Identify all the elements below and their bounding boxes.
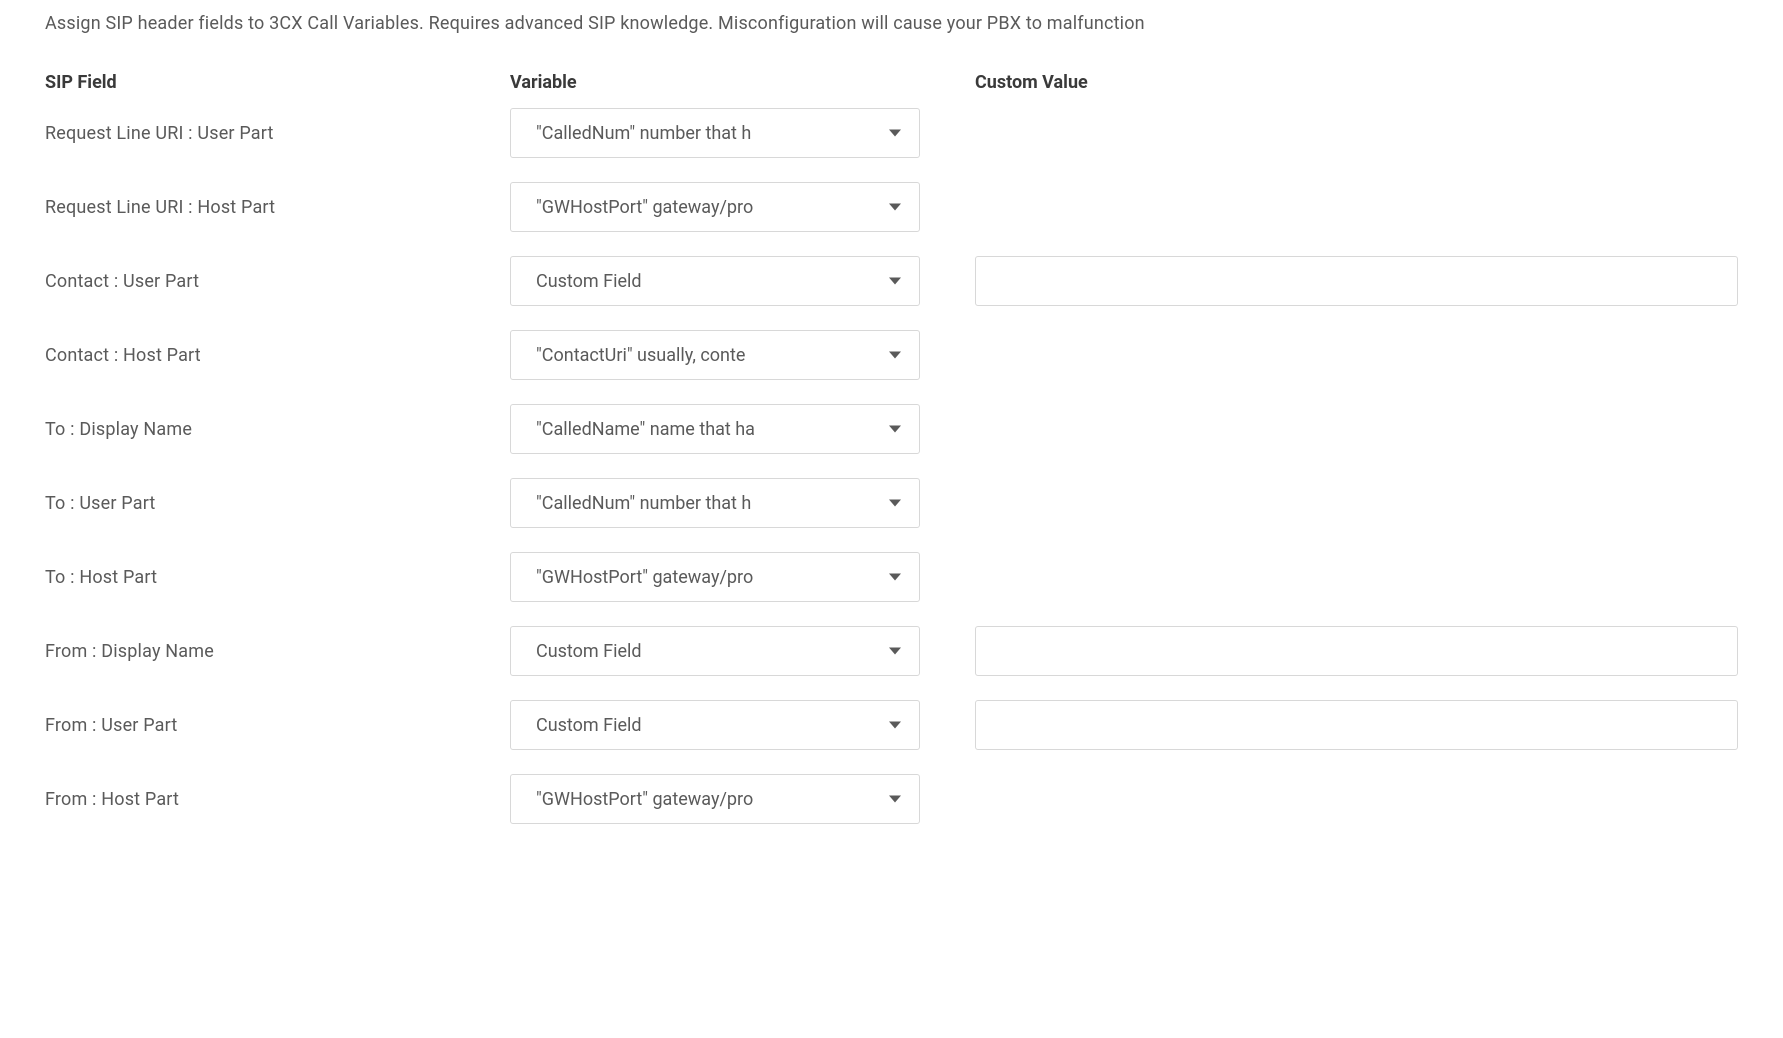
header-custom-value: Custom Value <box>975 72 1738 93</box>
chevron-down-icon <box>889 352 901 359</box>
header-sip-field: SIP Field <box>45 72 510 93</box>
variable-select-text: "CalledName" name that ha <box>536 419 874 440</box>
custom-value-empty <box>975 404 1738 454</box>
custom-value-empty <box>975 478 1738 528</box>
custom-value-wrap <box>975 626 1738 676</box>
header-variable: Variable <box>510 72 975 93</box>
variable-select-text: Custom Field <box>536 641 874 662</box>
custom-value-wrap <box>975 700 1738 750</box>
variable-select-text: "GWHostPort" gateway/pro <box>536 789 874 810</box>
custom-value-empty <box>975 182 1738 232</box>
variable-select[interactable]: "CalledName" name that ha <box>510 404 920 454</box>
custom-value-empty <box>975 330 1738 380</box>
variable-select-text: "GWHostPort" gateway/pro <box>536 197 874 218</box>
variable-select-wrap: Custom Field <box>510 626 975 676</box>
variable-select-wrap: "ContactUri" usually, conte <box>510 330 975 380</box>
chevron-down-icon <box>889 426 901 433</box>
sip-field-grid: SIP Field Variable Custom Value Request … <box>45 72 1738 848</box>
custom-value-empty <box>975 552 1738 602</box>
sip-field-label: To : Host Part <box>45 552 510 602</box>
variable-select[interactable]: Custom Field <box>510 256 920 306</box>
sip-field-label: From : User Part <box>45 700 510 750</box>
variable-select-text: "CalledNum" number that h <box>536 493 874 514</box>
variable-select-text: Custom Field <box>536 271 874 292</box>
description-text: Assign SIP header fields to 3CX Call Var… <box>45 10 1738 37</box>
sip-field-label: To : User Part <box>45 478 510 528</box>
chevron-down-icon <box>889 130 901 137</box>
variable-select[interactable]: "ContactUri" usually, conte <box>510 330 920 380</box>
sip-field-label: Request Line URI : Host Part <box>45 182 510 232</box>
sip-field-label: From : Host Part <box>45 774 510 824</box>
variable-select[interactable]: "GWHostPort" gateway/pro <box>510 182 920 232</box>
sip-field-label: From : Display Name <box>45 626 510 676</box>
variable-select-wrap: Custom Field <box>510 256 975 306</box>
variable-select-wrap: "CalledNum" number that h <box>510 108 975 158</box>
variable-select-text: "CalledNum" number that h <box>536 123 874 144</box>
variable-select-text: "GWHostPort" gateway/pro <box>536 567 874 588</box>
chevron-down-icon <box>889 574 901 581</box>
variable-select-text: "ContactUri" usually, conte <box>536 345 874 366</box>
chevron-down-icon <box>889 796 901 803</box>
variable-select-wrap: "GWHostPort" gateway/pro <box>510 552 975 602</box>
chevron-down-icon <box>889 500 901 507</box>
sip-field-label: Request Line URI : User Part <box>45 108 510 158</box>
sip-field-label: Contact : User Part <box>45 256 510 306</box>
variable-select-wrap: Custom Field <box>510 700 975 750</box>
chevron-down-icon <box>889 722 901 729</box>
variable-select[interactable]: "CalledNum" number that h <box>510 108 920 158</box>
sip-field-label: Contact : Host Part <box>45 330 510 380</box>
variable-select-wrap: "GWHostPort" gateway/pro <box>510 774 975 824</box>
chevron-down-icon <box>889 648 901 655</box>
variable-select[interactable]: "CalledNum" number that h <box>510 478 920 528</box>
custom-value-empty <box>975 108 1738 158</box>
custom-value-input[interactable] <box>975 256 1738 306</box>
sip-field-label: To : Display Name <box>45 404 510 454</box>
custom-value-empty <box>975 774 1738 824</box>
variable-select[interactable]: "GWHostPort" gateway/pro <box>510 774 920 824</box>
variable-select[interactable]: Custom Field <box>510 626 920 676</box>
variable-select[interactable]: Custom Field <box>510 700 920 750</box>
variable-select-wrap: "CalledNum" number that h <box>510 478 975 528</box>
custom-value-input[interactable] <box>975 700 1738 750</box>
variable-select-wrap: "CalledName" name that ha <box>510 404 975 454</box>
custom-value-wrap <box>975 256 1738 306</box>
variable-select-wrap: "GWHostPort" gateway/pro <box>510 182 975 232</box>
custom-value-input[interactable] <box>975 626 1738 676</box>
chevron-down-icon <box>889 278 901 285</box>
chevron-down-icon <box>889 204 901 211</box>
variable-select[interactable]: "GWHostPort" gateway/pro <box>510 552 920 602</box>
variable-select-text: Custom Field <box>536 715 874 736</box>
